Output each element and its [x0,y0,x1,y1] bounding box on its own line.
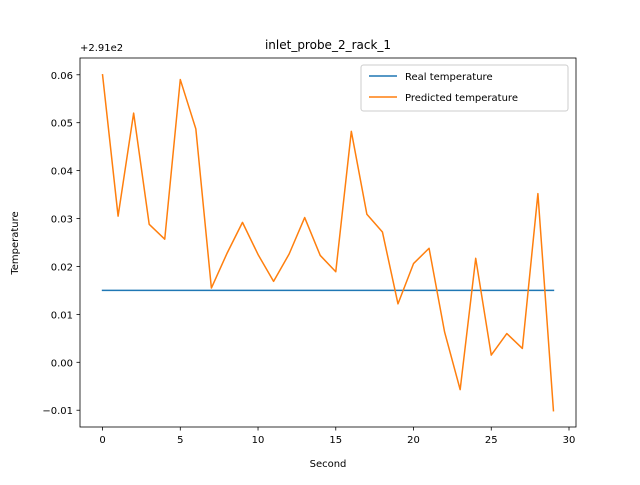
series-line-1 [101,73,555,412]
y-tick-label: 0.05 [51,119,73,130]
x-tick-label: 20 [407,435,420,446]
x-axis-label: Second [310,459,347,470]
legend: Real temperature Predicted temperature [360,64,569,112]
x-tick-label: 0 [99,435,105,446]
series-layer [101,73,555,412]
y-tick-label: 0.03 [51,215,73,226]
x-tick-label: 25 [485,435,498,446]
y-axis-label: Temperature [10,211,21,275]
legend-box [360,64,569,112]
y-tick-label: 0.02 [51,262,73,273]
x-tick-label: 15 [329,435,342,446]
x-tick-label: 5 [177,435,183,446]
y-tick-label: 0.04 [51,167,73,178]
x-tick-label: 30 [563,435,576,446]
x-tick-label: 10 [252,435,265,446]
y-axis-offset-label: +2.91e2 [80,43,123,54]
axes-layer: 0 5 10 15 20 25 30 −0.01 0.00 0.01 0.02 0.03 0.04 0.0… [42,57,577,446]
y-tick-label: 0.06 [51,71,73,82]
legend-label-0: Real temperature [405,72,493,83]
y-tick-label: 0.00 [51,358,73,369]
chart-title: inlet_probe_2_rack_1 [265,38,391,52]
legend-label-1: Predicted temperature [405,93,518,104]
y-tick-label: −0.01 [42,406,73,417]
plot-frame [79,57,577,428]
y-tick-label: 0.01 [51,310,73,321]
